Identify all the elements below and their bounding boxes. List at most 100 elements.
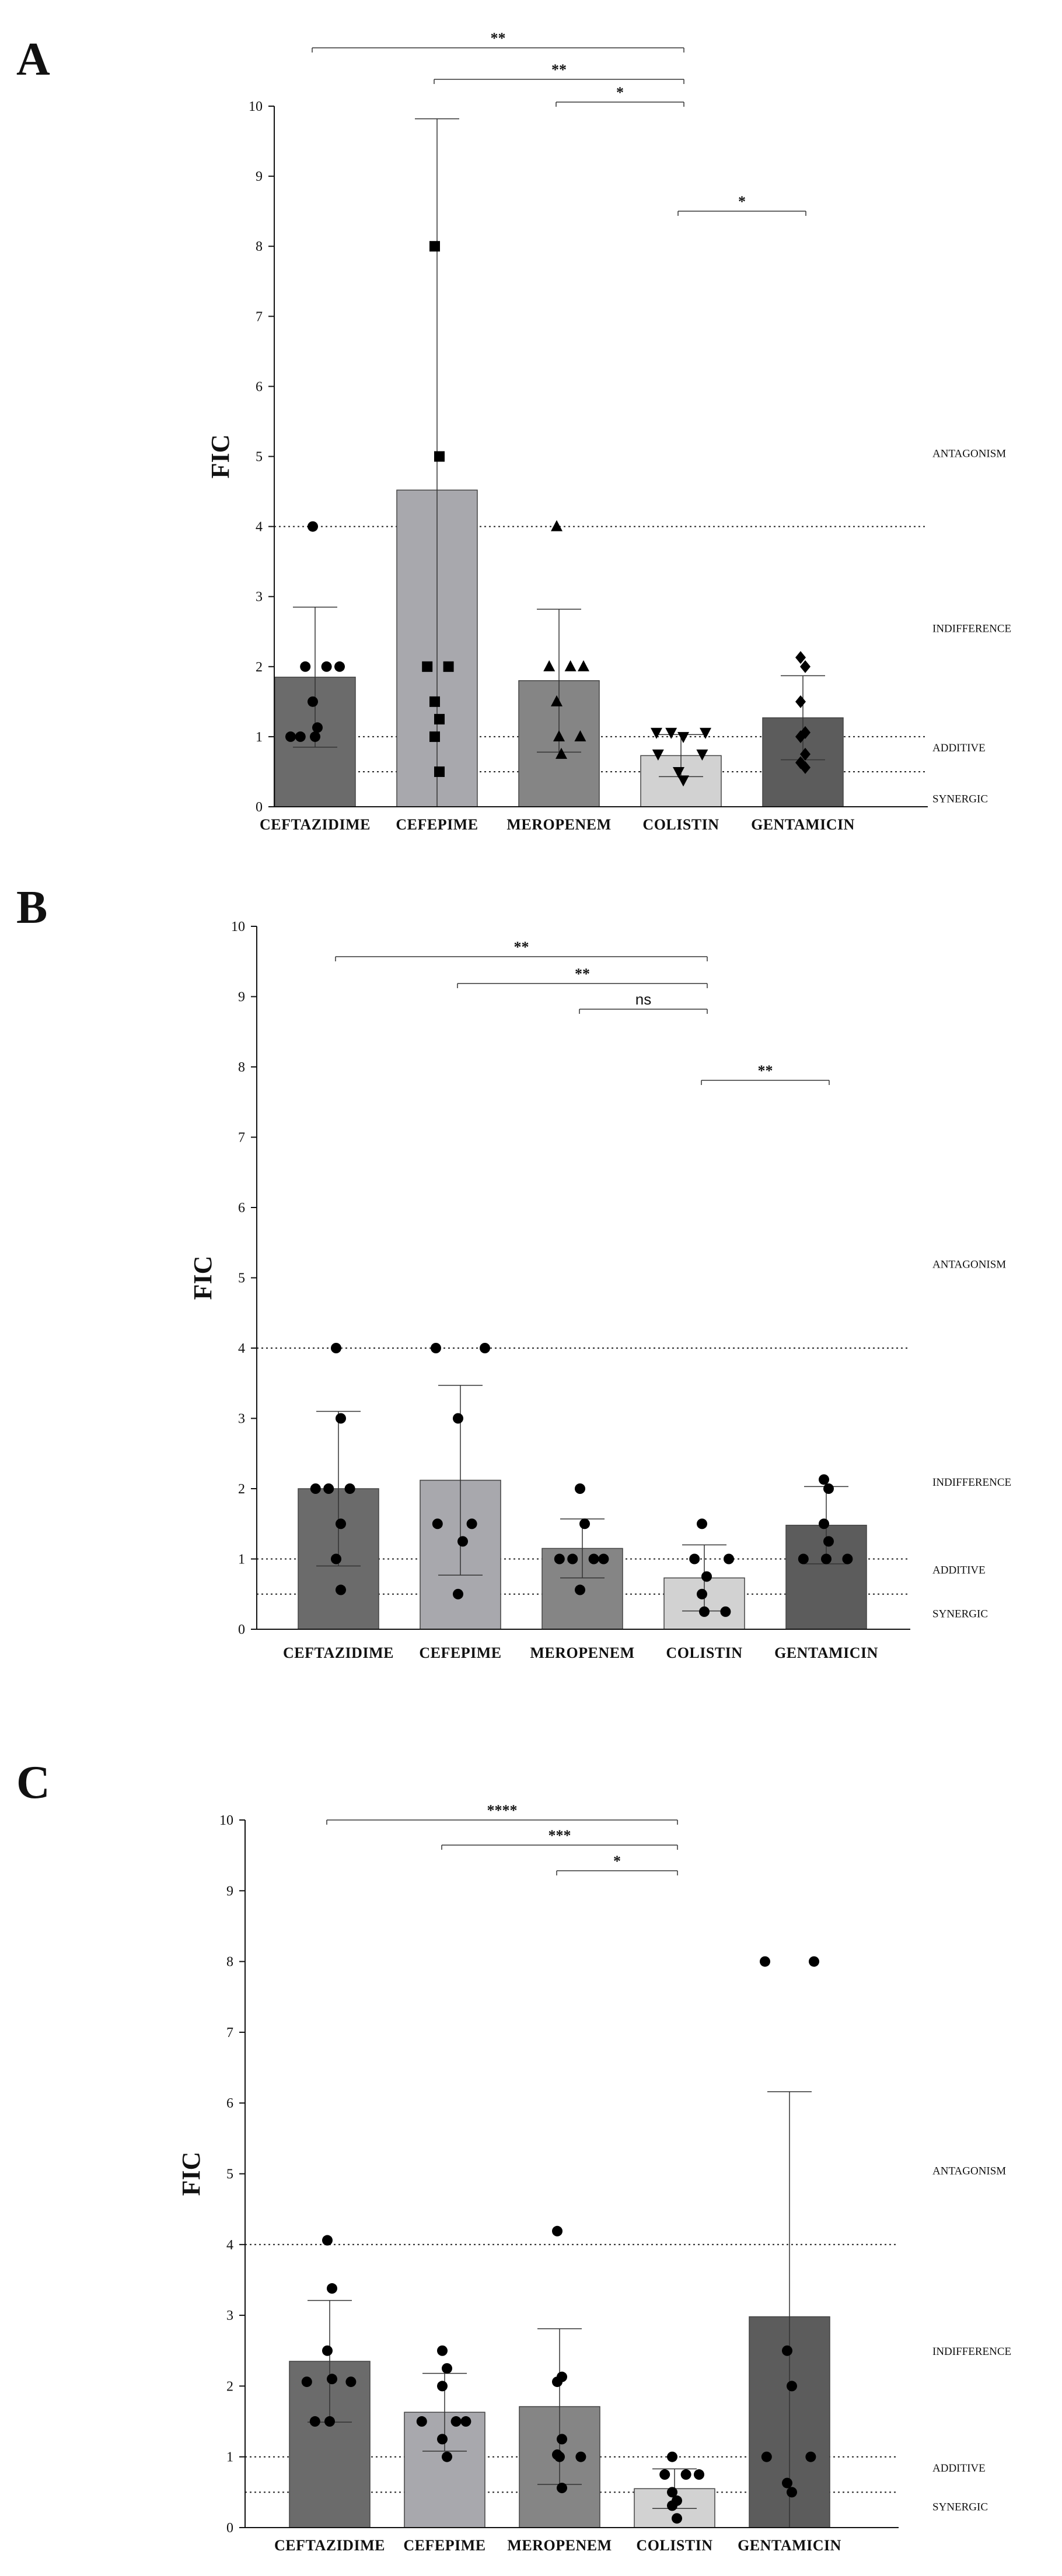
- data-point: [823, 1536, 834, 1547]
- data-point: [450, 2416, 462, 2427]
- data-point: [782, 2345, 792, 2356]
- data-point: [322, 2235, 333, 2246]
- data-point: [556, 747, 567, 759]
- data-point: [574, 730, 586, 741]
- zone-label: INDIFFERENCE: [932, 623, 1011, 635]
- x-tick-label: MEROPENEM: [506, 816, 611, 833]
- data-point: [443, 661, 454, 672]
- data-point: [782, 2477, 792, 2488]
- data-point: [285, 731, 296, 742]
- data-point: [327, 2283, 337, 2294]
- significance-label: *: [616, 84, 624, 101]
- data-point: [457, 1536, 468, 1547]
- data-point: [466, 1518, 477, 1530]
- y-tick-label: 0: [256, 800, 263, 815]
- data-point: [553, 730, 565, 741]
- y-tick-label: 1: [238, 1552, 245, 1567]
- data-point: [680, 2469, 691, 2480]
- zone-label: ANTAGONISM: [932, 2165, 1006, 2177]
- data-point: [442, 2363, 452, 2374]
- data-point: [805, 2451, 816, 2462]
- data-point: [795, 695, 806, 708]
- y-tick-label: 5: [226, 2167, 233, 2182]
- data-point: [345, 2376, 357, 2388]
- data-point: [700, 727, 711, 739]
- zone-label: SYNERGIC: [932, 1608, 988, 1620]
- y-tick-label: 3: [226, 2308, 233, 2323]
- data-point: [310, 731, 320, 742]
- data-point: [432, 1518, 443, 1530]
- data-point: [575, 1483, 585, 1494]
- data-point: [760, 1956, 770, 1967]
- data-point: [308, 696, 318, 707]
- data-point: [344, 1483, 355, 1494]
- y-tick-label: 2: [238, 1482, 245, 1497]
- data-point: [720, 1606, 731, 1617]
- significance-label: *: [738, 193, 746, 210]
- data-point: [416, 2416, 427, 2427]
- data-point: [795, 651, 806, 664]
- zone-label: INDIFFERENCE: [932, 2346, 1011, 2358]
- data-point: [324, 2416, 335, 2427]
- data-point: [331, 1553, 341, 1564]
- data-point: [694, 2469, 704, 2480]
- data-point: [321, 661, 332, 672]
- data-point: [323, 1483, 334, 1494]
- panel-c: C 0 1 2 3 4 5 6 7 8 9 10 FIC CEFTAZIDIME CEFEPIME MEROP…: [16, 1757, 1011, 2554]
- data-point: [677, 732, 689, 743]
- data-point: [652, 749, 664, 761]
- data-point: [800, 747, 811, 761]
- y-tick-label: 3: [238, 1412, 245, 1427]
- significance-label: **: [758, 1062, 773, 1079]
- data-point: [442, 2451, 452, 2462]
- y-tick-label: 5: [256, 450, 263, 465]
- y-tick-label: 10: [231, 919, 245, 935]
- significance-label: ns: [635, 991, 651, 1008]
- significance-label: **: [514, 939, 529, 956]
- x-tick-label: CEFTAZIDIME: [260, 816, 371, 833]
- significance-label: *: [613, 1853, 621, 1870]
- data-point: [699, 1606, 710, 1617]
- data-point: [312, 722, 323, 733]
- y-tick-label: 4: [256, 520, 263, 535]
- data-point: [434, 713, 445, 724]
- data-point: [309, 2416, 320, 2427]
- x-tick-label: MEROPENEM: [507, 2537, 612, 2554]
- y-tick-label: 8: [256, 239, 263, 254]
- x-tick-label: COLISTIN: [642, 816, 719, 833]
- x-tick-label: GENTAMICIN: [738, 2537, 841, 2554]
- x-tick-label: CEFEPIME: [396, 816, 478, 833]
- x-tick-label: CEFEPIME: [419, 1644, 501, 1661]
- data-point: [551, 695, 563, 706]
- zone-label: ADDITIVE: [932, 742, 986, 754]
- x-tick-label: CEFTAZIDIME: [283, 1644, 394, 1661]
- y-tick-label: 10: [249, 99, 263, 114]
- data-point: [667, 2487, 677, 2498]
- data-point: [697, 1518, 707, 1530]
- data-point: [672, 2513, 682, 2524]
- zone-label: SYNERGIC: [932, 793, 988, 806]
- data-point: [677, 775, 689, 787]
- data-point: [800, 761, 811, 774]
- data-point: [761, 2451, 772, 2462]
- significance-label: ****: [487, 1802, 518, 1819]
- data-point: [334, 661, 345, 672]
- zone-label: SYNERGIC: [932, 2501, 988, 2514]
- data-point: [651, 727, 662, 739]
- data-point: [431, 1343, 441, 1353]
- data-point: [437, 2434, 448, 2445]
- y-tick-label: 7: [238, 1130, 245, 1146]
- y-tick-label: 1: [226, 2450, 233, 2465]
- significance-label: **: [551, 61, 567, 78]
- x-tick-label: CEFEPIME: [403, 2537, 485, 2554]
- y-tick-label: 7: [226, 2025, 233, 2041]
- zone-label: ADDITIVE: [932, 2462, 986, 2474]
- data-point: [429, 696, 440, 707]
- data-point: [665, 727, 677, 739]
- data-point: [422, 661, 433, 672]
- zone-label: ANTAGONISM: [932, 1258, 1006, 1270]
- data-point: [579, 1518, 590, 1530]
- y-tick-label: 6: [238, 1200, 245, 1216]
- data-point: [809, 1956, 819, 1967]
- data-point: [295, 731, 306, 742]
